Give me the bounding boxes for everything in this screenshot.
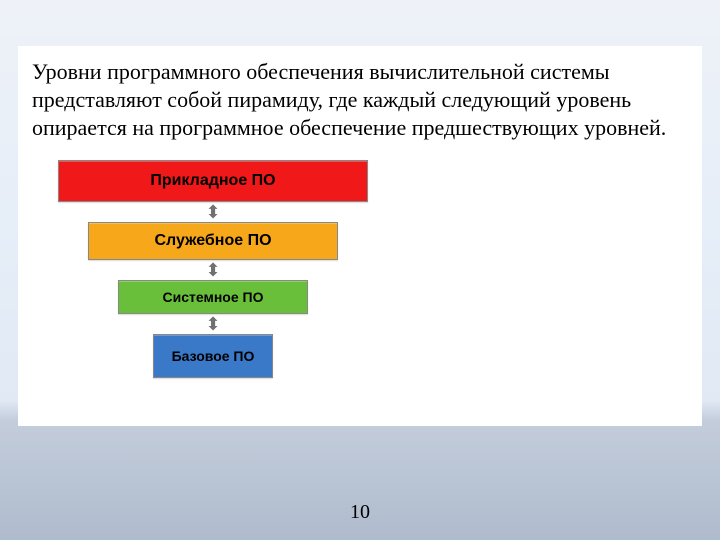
arrow-icon: ⬍ [205,315,220,333]
pyramid-level-service: Служебное ПО [88,222,338,260]
pyramid-level-applied: Прикладное ПО [58,160,368,202]
arrow-icon: ⬍ [205,203,220,221]
page-number: 10 [0,501,720,524]
description-paragraph: Уровни программного обеспечения вычислит… [32,58,688,142]
pyramid-level-base: Базовое ПО [153,334,273,378]
pyramid-level-system: Системное ПО [118,280,308,314]
arrow-icon: ⬍ [205,261,220,279]
slide-content-box: Уровни программного обеспечения вычислит… [18,46,702,426]
software-levels-pyramid: Прикладное ПО ⬍ Служебное ПО ⬍ Системное… [48,160,378,378]
